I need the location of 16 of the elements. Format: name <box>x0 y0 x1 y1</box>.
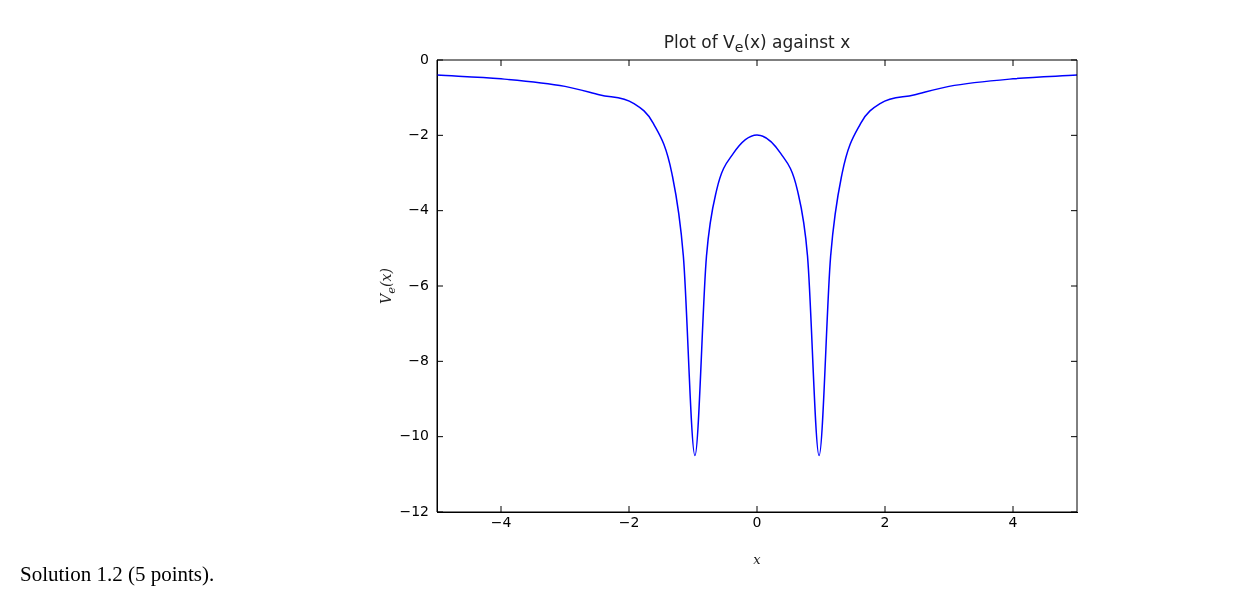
y-tick-label: −2 <box>408 125 429 142</box>
x-tick-label: 2 <box>880 514 890 531</box>
y-tick-label: −12 <box>399 502 429 519</box>
chart-title: Plot of V$_{e}$(x) against x <box>663 32 851 56</box>
x-tick-label: 0 <box>752 514 762 531</box>
y-tick-label: −4 <box>408 201 430 218</box>
y-tick-label: 0 <box>420 50 429 67</box>
x-tick-label: 4 <box>1008 514 1018 531</box>
x-tick-label: −2 <box>618 514 640 531</box>
line-series <box>437 74 1077 457</box>
text: Solution 1.2 (5 points). <box>20 562 215 587</box>
y-tick-label: −10 <box>399 427 429 444</box>
x-tick-label: −4 <box>490 514 512 531</box>
x-axis-title: x <box>753 552 761 567</box>
y-tick-label: −8 <box>408 351 429 368</box>
y-tick-label: −6 <box>408 276 430 293</box>
